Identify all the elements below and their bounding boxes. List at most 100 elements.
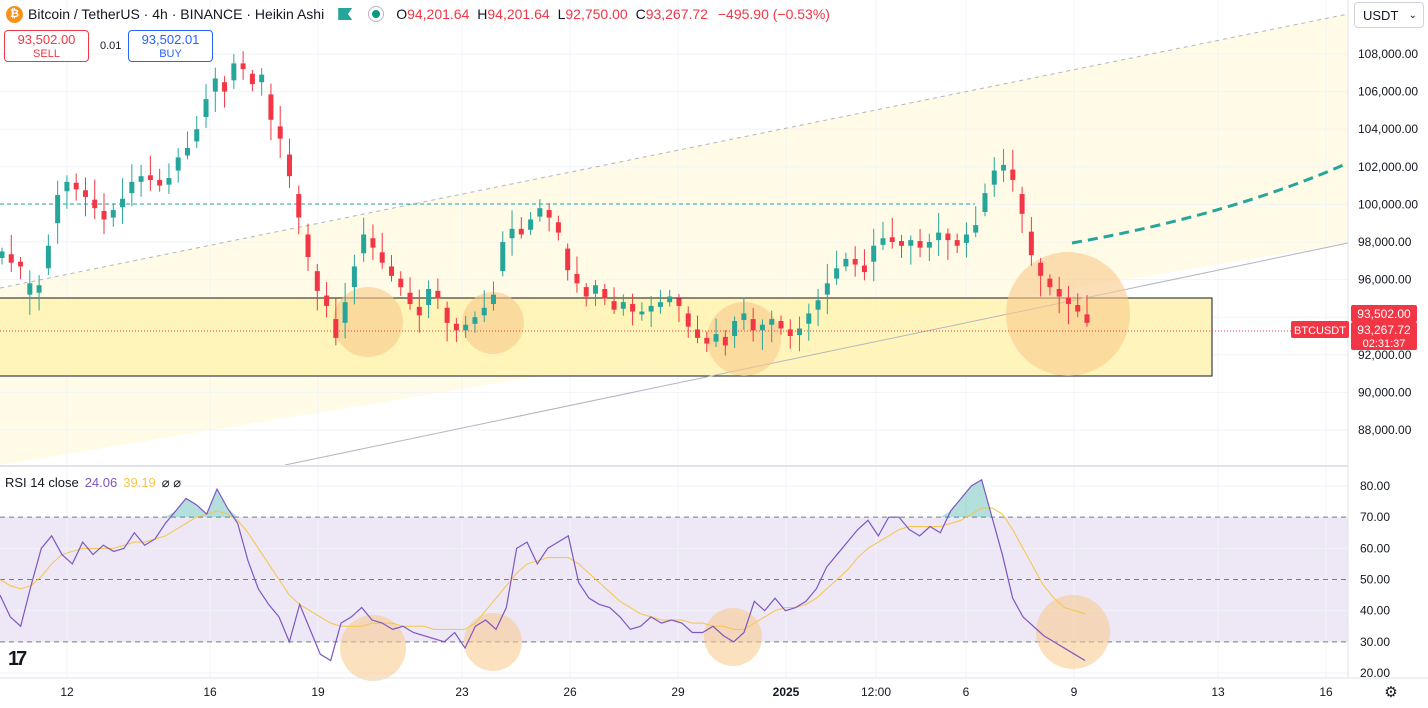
candle-body [1084, 314, 1090, 323]
flag-icon[interactable] [338, 8, 353, 20]
rsi-tick-label: 50.00 [1360, 573, 1390, 587]
candle-body [732, 320, 738, 336]
rsi-tick-label: 80.00 [1360, 479, 1390, 493]
overbought-fill [971, 479, 982, 518]
rsi-value: 24.06 [84, 475, 118, 490]
symbol-tag-label: BTCUSDT [1294, 325, 1346, 337]
candle-body [370, 238, 376, 248]
overbought-fill [165, 510, 176, 518]
rsi-legend[interactable]: RSI 14 close 24.06 39.19 ⌀ ⌀ [5, 475, 181, 491]
rsi-tick-label: 20.00 [1360, 666, 1390, 680]
overbought-fill [217, 489, 228, 518]
rsi-tick-label: 40.00 [1360, 604, 1390, 618]
candle-body [861, 265, 867, 273]
candle-body [398, 278, 404, 288]
tradingview-logo-icon[interactable]: 17 [8, 648, 27, 670]
candle-body [1056, 289, 1062, 297]
candle-body [815, 300, 821, 310]
time-tick-label: 9 [1071, 685, 1078, 699]
candle-body [936, 232, 942, 241]
candle-body [166, 178, 172, 185]
candle-body [620, 302, 626, 309]
candle-body [231, 63, 237, 81]
rsi-highlight-circle [704, 608, 762, 666]
time-tick-label: 19 [311, 685, 325, 699]
time-tick-label: 26 [563, 685, 577, 699]
candle-body [1065, 297, 1071, 305]
currency-select[interactable]: USDT ⌄ [1354, 2, 1424, 28]
candle-body [778, 320, 784, 329]
rsi-tick-label: 30.00 [1360, 635, 1390, 649]
candle-body [963, 234, 969, 243]
chevron-down-icon: ⌄ [1408, 9, 1417, 21]
candle-body [296, 194, 302, 218]
candle-body [157, 179, 163, 186]
candle-body [426, 289, 432, 305]
candle-body [685, 313, 691, 327]
candle-body [843, 258, 849, 267]
candle-body [667, 296, 673, 303]
candle-body [611, 301, 617, 310]
candle-body [713, 334, 719, 342]
candle-body [147, 175, 153, 180]
candle-body [704, 337, 710, 344]
candle-body [630, 304, 636, 312]
time-tick-label: 12:00 [861, 685, 891, 699]
candle-body [73, 182, 79, 190]
highlight-circle [462, 292, 524, 354]
symbol-price-tag [1291, 321, 1349, 338]
candle-body [1028, 231, 1034, 256]
ask-price-tag [1351, 305, 1417, 322]
candle-body [593, 285, 599, 294]
price-tick-label: 108,000.00 [1358, 47, 1418, 61]
candle-body [899, 241, 905, 246]
candle-body [537, 208, 543, 217]
candle-body [286, 154, 292, 177]
last-price-label: 93,267.72 [1357, 323, 1411, 337]
candle-body [759, 324, 765, 331]
sell-button[interactable]: 93,502.00 SELL [4, 30, 89, 62]
candle-body [259, 74, 265, 83]
candle-body [797, 328, 803, 336]
gear-icon[interactable]: ⚙ [1384, 684, 1398, 701]
candle-body [741, 313, 747, 321]
overbought-fill [961, 486, 972, 518]
candle-body [333, 319, 339, 338]
price-tick-label: 90,000.00 [1358, 385, 1412, 399]
candle-body [0, 251, 5, 258]
candle-body [1001, 164, 1007, 171]
candle-body [583, 287, 589, 297]
candle-body [917, 241, 923, 248]
candle-body [769, 319, 775, 325]
buy-button[interactable]: 93,502.01 BUY [128, 30, 213, 62]
time-tick-label: 29 [671, 685, 685, 699]
rsi-tick-label: 60.00 [1360, 541, 1390, 555]
candle-body [18, 261, 24, 267]
candle-body [184, 148, 190, 156]
candle-body [435, 290, 441, 299]
time-tick-label: 16 [1319, 685, 1333, 699]
candle-body [277, 126, 283, 139]
candle-body [908, 240, 914, 246]
candle-body [565, 248, 571, 271]
candle-body [379, 252, 385, 263]
candle-body [722, 336, 728, 346]
candle-body [212, 78, 218, 92]
price-tick-label: 104,000.00 [1358, 122, 1418, 136]
candle-body [240, 63, 246, 70]
candle-body [305, 234, 311, 258]
candle-body [8, 254, 14, 263]
candle-body [834, 268, 840, 279]
candle-body [407, 292, 413, 305]
candle-body [444, 307, 450, 323]
price-tick-label: 92,000.00 [1358, 348, 1412, 362]
overbought-fill [175, 498, 186, 518]
candle-body [138, 176, 144, 182]
market-status-icon[interactable] [368, 6, 385, 22]
time-tick-label: 6 [963, 685, 970, 699]
time-tick-label: 13 [1211, 685, 1225, 699]
symbol-title[interactable]: Bitcoin / TetherUS · 4h · BINANCE · Heik… [28, 6, 325, 22]
visibility-icons: ⌀ ⌀ [161, 475, 182, 490]
candle-body [657, 302, 663, 307]
